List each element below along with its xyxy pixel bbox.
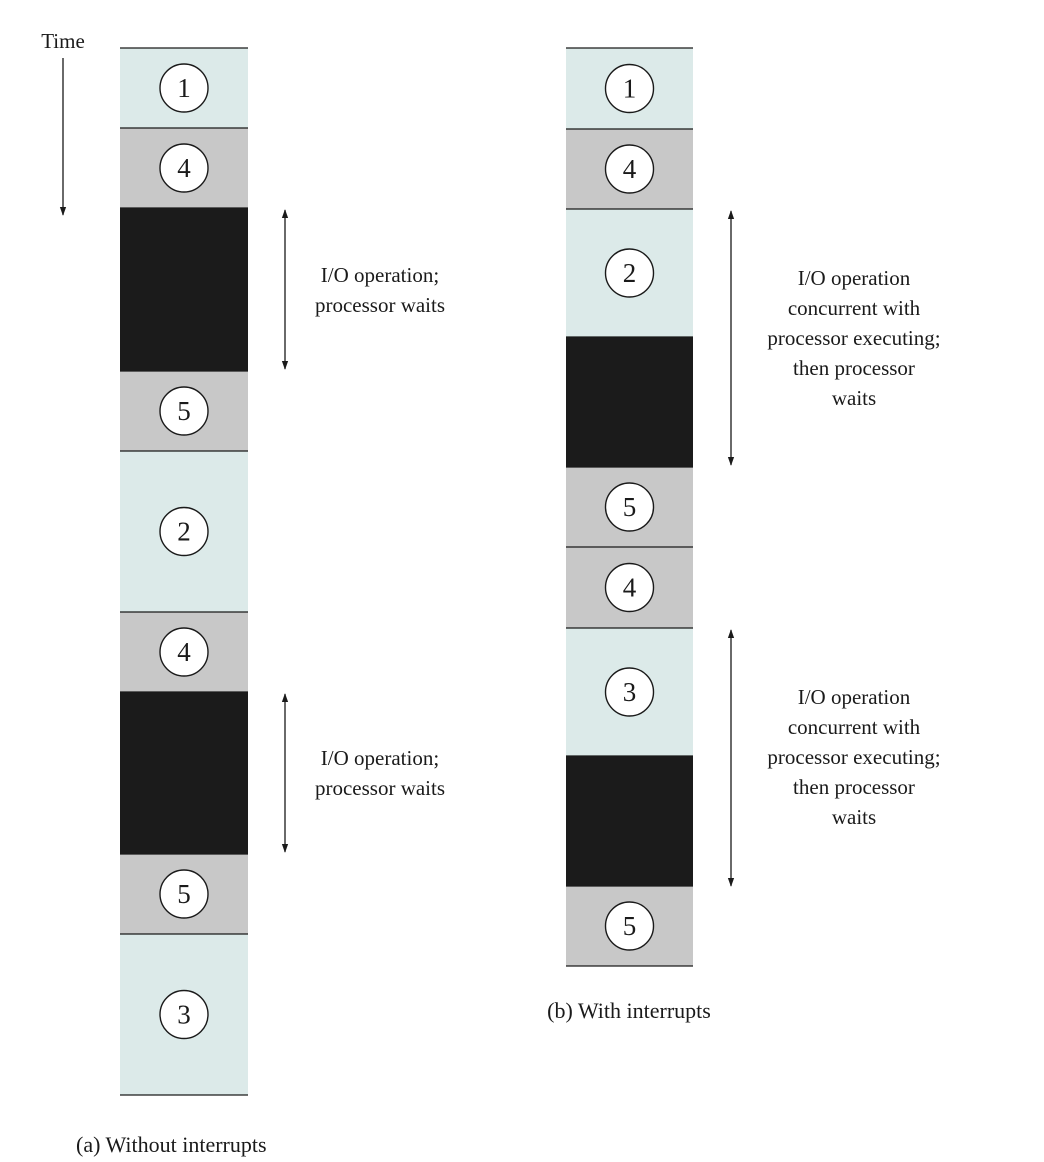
io-annotation: I/O operation concurrent with processor ex… — [727, 210, 941, 466]
step-circle — [604, 248, 655, 298]
segment-handler: 4 — [566, 129, 693, 209]
segment-user: 1 — [566, 48, 693, 129]
step-number: 5 — [177, 879, 191, 909]
annotation-line: I/O operation; — [321, 263, 439, 287]
segment-io_wait — [120, 208, 248, 371]
step-number: 4 — [177, 637, 191, 667]
annotation-line: then processor — [793, 775, 915, 799]
segment-handler: 5 — [120, 371, 248, 451]
segment-block — [566, 756, 693, 886]
step-circle — [604, 144, 655, 194]
panel-with-interrupts: 1 4 2 5 4 3 5 I/O operation concurrent with proce… — [566, 47, 941, 967]
step-circle — [604, 667, 655, 717]
segment-handler: 4 — [566, 547, 693, 628]
step-number: 2 — [177, 517, 191, 547]
io-annotation: I/O operation; processor waits — [281, 693, 445, 853]
segment-handler: 5 — [566, 467, 693, 547]
step-number: 1 — [177, 73, 191, 103]
segment-user: 2 — [120, 451, 248, 612]
segment-handler: 5 — [120, 854, 248, 934]
segment-io_wait — [566, 756, 693, 886]
io-annotation: I/O operation concurrent with processor ex… — [727, 629, 941, 887]
segment-user: 3 — [566, 628, 693, 756]
step-circle — [159, 143, 209, 193]
io-annotation: I/O operation; processor waits — [281, 209, 445, 370]
step-number: 5 — [623, 911, 637, 941]
segment-handler: 4 — [120, 612, 248, 692]
caption-without-interrupts: (a) Without interrupts — [76, 1132, 267, 1157]
annotation-line: then processor — [793, 356, 915, 380]
step-number: 4 — [623, 573, 637, 603]
annotation-line: processor executing; — [767, 326, 940, 350]
step-circle — [159, 869, 209, 919]
annotation-line: concurrent with — [788, 296, 921, 320]
step-number: 3 — [623, 677, 637, 707]
step-circle — [159, 506, 209, 557]
step-number: 1 — [623, 74, 637, 104]
segment-io_wait — [120, 692, 248, 854]
segment-block — [120, 692, 248, 854]
segment-block — [566, 337, 693, 467]
segment-user: 1 — [120, 48, 248, 128]
caption-with-interrupts: (b) With interrupts — [547, 998, 711, 1023]
segment-user: 2 — [566, 209, 693, 337]
step-number: 3 — [177, 1000, 191, 1030]
segment-block — [120, 208, 248, 371]
step-number: 5 — [623, 492, 637, 522]
time-label: Time — [41, 29, 85, 53]
segment-user: 3 — [120, 934, 248, 1095]
annotation-line: processor executing; — [767, 745, 940, 769]
annotation-line: I/O operation — [798, 266, 911, 290]
step-circle — [604, 562, 655, 613]
segment-handler: 4 — [120, 128, 248, 208]
step-circle — [159, 63, 209, 113]
annotation-line: waits — [832, 386, 876, 410]
step-number: 4 — [623, 154, 637, 184]
annotation-line: waits — [832, 805, 876, 829]
segment-io_wait — [566, 337, 693, 467]
step-circle — [604, 63, 655, 114]
step-circle — [159, 989, 209, 1040]
step-circle — [159, 627, 209, 677]
step-circle — [604, 901, 655, 951]
annotation-line: processor waits — [315, 776, 445, 800]
annotation-line: I/O operation — [798, 685, 911, 709]
step-number: 2 — [623, 258, 637, 288]
annotation-line: concurrent with — [788, 715, 921, 739]
annotation-line: I/O operation; — [321, 746, 439, 770]
annotation-line: processor waits — [315, 293, 445, 317]
step-number: 4 — [177, 153, 191, 183]
step-circle — [159, 386, 209, 436]
step-circle — [604, 482, 655, 532]
step-number: 5 — [177, 396, 191, 426]
segment-handler: 5 — [566, 886, 693, 966]
